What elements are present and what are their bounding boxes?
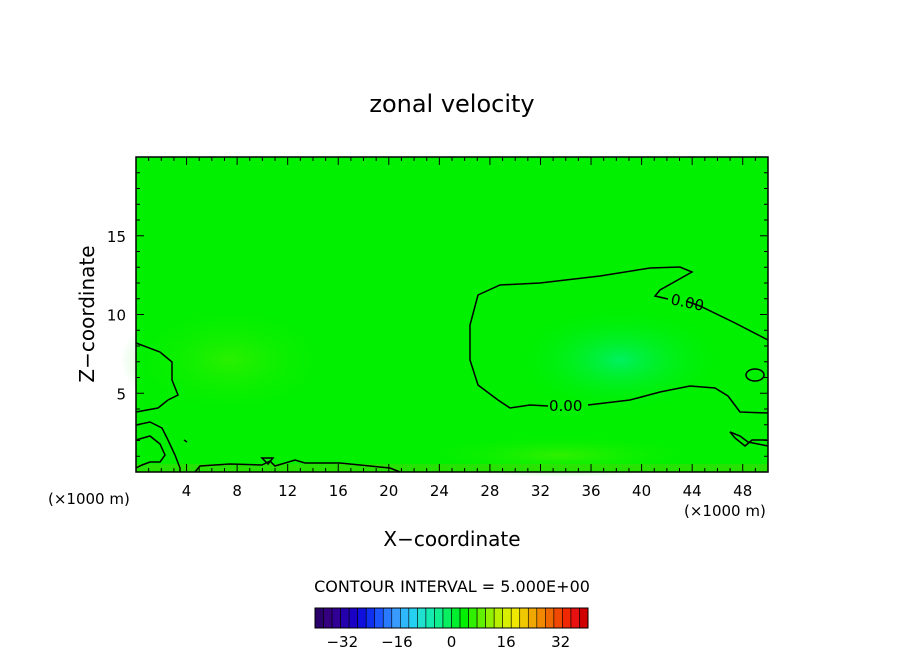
colorbar-swatch [536,607,546,629]
x-tick-label: 16 [329,482,348,500]
colorbar-swatch [485,607,495,629]
colorbar-tick-labels: −32 −16 0 16 32 [326,633,570,651]
x-tick-label: 28 [480,482,499,500]
colorbar-swatch [510,607,521,629]
colorbar-swatch [340,607,350,629]
colorbar-swatch [348,607,358,629]
contour-line [469,266,769,414]
colorbar-swatch [451,607,461,629]
colorbar-swatch [545,607,555,629]
contour-line [194,459,401,473]
colorbar-tick-label: 16 [497,633,516,651]
colorbar [314,607,589,629]
colorbar-swatch [391,607,401,629]
contour-line [135,435,166,469]
colorbar-swatch [468,607,478,629]
x-axis-label: X−coordinate [383,527,520,551]
colorbar-swatch [408,607,418,629]
contour-interval-label: CONTOUR INTERVAL = 5.000E+00 [314,577,590,596]
y-tick-label: 10 [107,307,126,325]
y-axis-label: Z−coordinate [75,245,99,382]
x-tick-label: 44 [683,482,702,500]
colorbar-swatch [476,607,486,629]
colorbar-swatch [553,607,563,629]
colorbar-swatch [434,607,444,629]
colorbar-swatch [527,607,538,629]
contour-line [745,368,765,382]
x-axis: 4 8 12 16 20 24 28 32 36 40 44 48 [148,157,756,500]
colorbar-swatch [365,607,376,629]
colorbar-swatch [400,607,410,629]
field-shade-cyan [510,305,730,415]
x-tick-label: 36 [581,482,600,500]
colorbar-swatch [502,607,512,629]
chart-title: zonal velocity [369,90,534,118]
colorbar-swatch [459,607,469,629]
x-tick-label: 40 [632,482,651,500]
colorbar-swatch [374,607,384,629]
colorbar-swatch [357,607,367,629]
colorbar-swatch [442,607,452,629]
contour-line [260,457,275,466]
contour-line [135,342,179,413]
colorbar-tick-label: 0 [447,633,457,651]
y-tick-label: 15 [107,228,126,246]
colorbar-swatch [331,607,341,629]
colorbar-tick-label: −32 [326,633,358,651]
contour-line [729,431,769,447]
y-axis: 5 10 15 [107,172,768,457]
colorbar-tick-label: 32 [551,633,570,651]
contour-line [135,421,181,472]
x-tick-label: 20 [379,482,398,500]
contour-lines [135,266,769,473]
colorbar-swatch [519,607,529,629]
x-tick-label: 32 [531,482,550,500]
y-tick-label: 5 [116,385,126,403]
field-shade-yellow-left [120,300,340,420]
colorbar-swatch [417,607,427,629]
colorbar-tick-label: −16 [381,633,413,651]
x-tick-label: 8 [232,482,242,500]
colorbar-swatch [570,607,580,629]
colorbar-swatch [425,607,435,629]
colorbar-swatch [493,607,503,629]
colorbar-swatch [562,607,572,629]
colorbar-swatch [579,607,589,629]
x-tick-label: 24 [430,482,449,500]
x-tick-label: 12 [278,482,297,500]
colorbar-swatch [314,607,324,629]
x-unit-left: (×1000 m) [48,490,130,508]
colorbar-frame [314,607,589,629]
plot-area: 0.00 0.00 [120,156,769,477]
contour-label: 0.00 [549,397,582,415]
x-unit-right: (×1000 m) [684,502,766,520]
x-tick-label: 48 [733,482,752,500]
x-tick-label: 4 [182,482,192,500]
colorbar-swatch [382,607,393,629]
colorbar-swatch [323,607,333,629]
contour-line [183,439,188,443]
